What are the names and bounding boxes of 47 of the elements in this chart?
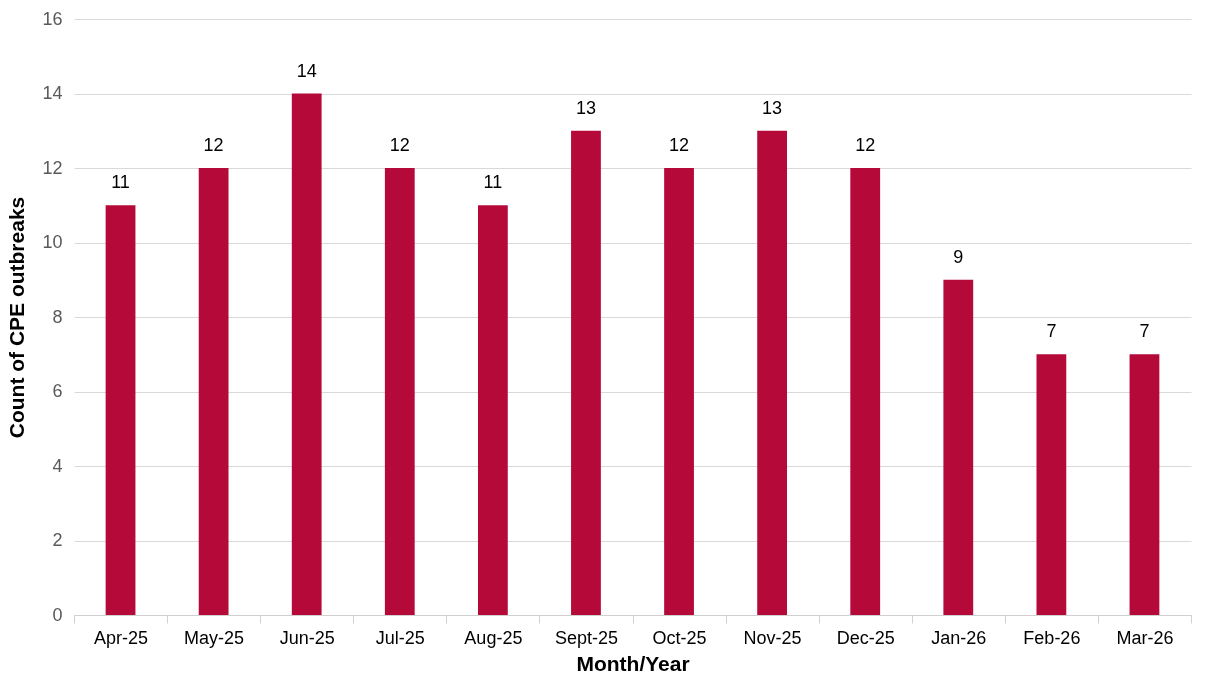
y-tick-label: 2 bbox=[52, 530, 63, 550]
x-tick-label: Aug-25 bbox=[464, 627, 523, 648]
x-tick-label: Oct-25 bbox=[652, 627, 707, 648]
data-label: 13 bbox=[575, 97, 596, 118]
x-tick-label: Mar-26 bbox=[1116, 627, 1174, 648]
data-label: 12 bbox=[389, 135, 410, 155]
y-tick-label: 12 bbox=[42, 157, 63, 178]
data-label: 11 bbox=[483, 172, 503, 193]
data-label: 12 bbox=[203, 135, 224, 155]
bar bbox=[1129, 354, 1160, 615]
y-tick-label: 0 bbox=[52, 604, 63, 625]
x-tick-label: Apr-25 bbox=[94, 627, 149, 648]
bar bbox=[571, 130, 601, 615]
bar bbox=[291, 93, 322, 615]
bar bbox=[105, 205, 136, 615]
x-tick-label: Jan-26 bbox=[931, 627, 987, 648]
x-axis-title: Month/Year bbox=[576, 651, 690, 675]
y-tick-label: 8 bbox=[52, 306, 63, 327]
bar bbox=[384, 168, 415, 615]
x-tick-label: Feb-26 bbox=[1023, 627, 1081, 648]
y-tick-label: 6 bbox=[52, 381, 63, 401]
y-tick-label: 14 bbox=[42, 83, 63, 103]
bar bbox=[664, 168, 694, 615]
y-tick-label: 16 bbox=[42, 8, 63, 29]
bar bbox=[850, 168, 881, 615]
bar bbox=[198, 168, 229, 615]
data-label: 12 bbox=[669, 135, 690, 155]
bar bbox=[757, 130, 788, 615]
data-label: 7 bbox=[1046, 321, 1057, 342]
x-tick-label: Dec-25 bbox=[836, 627, 895, 648]
data-label: 7 bbox=[1139, 321, 1150, 342]
data-label: 14 bbox=[296, 60, 317, 81]
bar bbox=[477, 205, 508, 615]
x-tick-label: Nov-25 bbox=[743, 627, 802, 648]
y-axis-title: Count of CPE outbreaks bbox=[5, 196, 29, 439]
y-tick-label: 10 bbox=[42, 232, 63, 252]
x-tick-label: May-25 bbox=[184, 627, 245, 648]
x-tick-label: Jun-25 bbox=[279, 627, 335, 648]
x-tick-label: Jul-25 bbox=[375, 627, 425, 648]
y-tick-label: 4 bbox=[52, 455, 63, 476]
bar bbox=[943, 279, 974, 615]
data-label: 9 bbox=[953, 246, 964, 267]
x-tick-label: Sept-25 bbox=[554, 627, 618, 648]
data-label: 13 bbox=[762, 97, 783, 118]
bar bbox=[1036, 354, 1067, 615]
data-label: 12 bbox=[855, 135, 876, 155]
data-label: 11 bbox=[111, 172, 130, 193]
